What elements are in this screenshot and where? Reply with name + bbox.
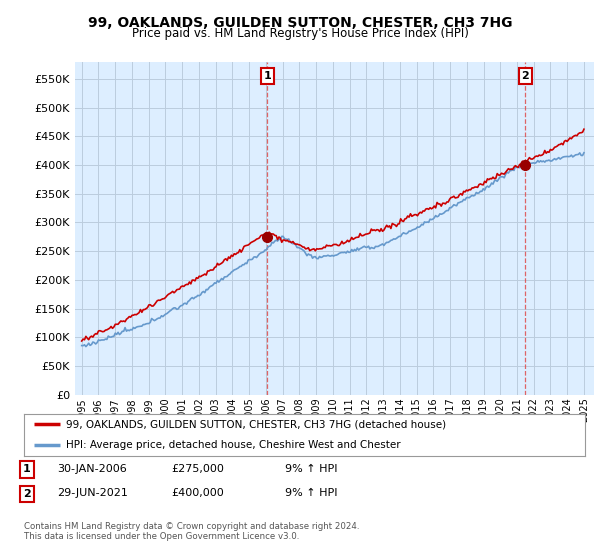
Text: 1: 1	[263, 71, 271, 81]
Text: 99, OAKLANDS, GUILDEN SUTTON, CHESTER, CH3 7HG: 99, OAKLANDS, GUILDEN SUTTON, CHESTER, C…	[88, 16, 512, 30]
Text: 1: 1	[23, 464, 31, 474]
Text: 2: 2	[521, 71, 529, 81]
Text: 9% ↑ HPI: 9% ↑ HPI	[285, 464, 337, 474]
Text: 9% ↑ HPI: 9% ↑ HPI	[285, 488, 337, 498]
Text: 30-JAN-2006: 30-JAN-2006	[57, 464, 127, 474]
Text: 29-JUN-2021: 29-JUN-2021	[57, 488, 128, 498]
Text: Price paid vs. HM Land Registry's House Price Index (HPI): Price paid vs. HM Land Registry's House …	[131, 27, 469, 40]
Text: Contains HM Land Registry data © Crown copyright and database right 2024.
This d: Contains HM Land Registry data © Crown c…	[24, 522, 359, 542]
Text: 99, OAKLANDS, GUILDEN SUTTON, CHESTER, CH3 7HG (detached house): 99, OAKLANDS, GUILDEN SUTTON, CHESTER, C…	[66, 419, 446, 430]
Text: HPI: Average price, detached house, Cheshire West and Chester: HPI: Average price, detached house, Ches…	[66, 441, 401, 450]
Text: £400,000: £400,000	[171, 488, 224, 498]
Text: £275,000: £275,000	[171, 464, 224, 474]
Text: 2: 2	[23, 489, 31, 499]
